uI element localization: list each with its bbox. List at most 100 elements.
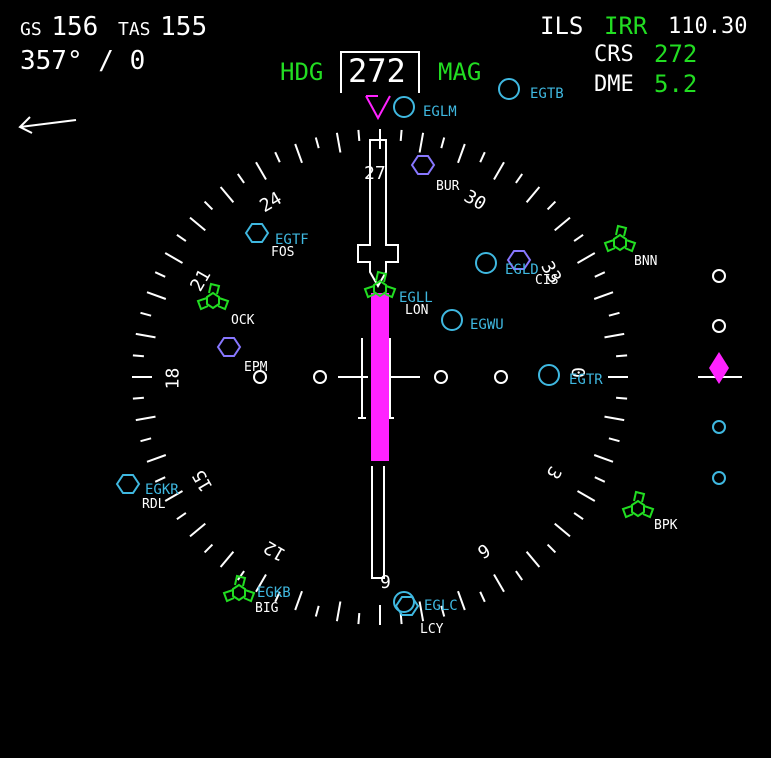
compass-tick	[189, 522, 206, 538]
vor-icon	[115, 474, 141, 494]
compass-tick	[294, 143, 303, 164]
compass-tick	[604, 415, 625, 422]
navaid-label-lon: LON	[405, 303, 429, 318]
crs-label: CRS	[594, 42, 634, 67]
compass-tick	[236, 570, 245, 581]
heading-value: 272	[348, 52, 406, 90]
compass-tick	[203, 200, 214, 211]
compass-tick	[176, 512, 187, 521]
compass-tick	[294, 590, 303, 611]
compass-tick	[515, 570, 524, 581]
compass-tick	[594, 271, 606, 278]
airport-icon	[538, 364, 560, 386]
vortac-icon	[603, 224, 637, 253]
compass-tick	[525, 551, 541, 568]
compass-tick	[546, 200, 557, 211]
navaid-label-cis: CIS	[535, 273, 559, 288]
vortac-symbols	[196, 224, 655, 603]
vor-icon	[394, 596, 420, 616]
compass-tick	[314, 605, 320, 617]
compass-tick	[146, 454, 167, 463]
navaid-label-big: BIG	[255, 601, 279, 616]
compass-tick	[399, 129, 403, 141]
wind-readout: 357° / 0	[20, 46, 146, 76]
airport-icon	[441, 309, 463, 331]
vortac-icon	[222, 574, 256, 603]
compass-tick	[546, 543, 557, 554]
compass-tick	[219, 186, 235, 203]
hdg-label: HDG	[280, 58, 324, 86]
dme-value: 5.2	[654, 70, 698, 98]
vor-icon	[244, 223, 270, 243]
true-airspeed-readout: TAS 155	[118, 12, 207, 42]
navaid-label-bpk: BPK	[654, 518, 678, 533]
airport-label-egkb: EGKB	[257, 585, 291, 601]
compass-tick	[335, 601, 342, 622]
compass-tick	[554, 216, 571, 232]
airport-label-egkr: EGKR	[145, 482, 179, 498]
ils-frequency: 110.30	[668, 14, 748, 39]
airport-label-egtf: EGTF	[275, 232, 309, 248]
airport-label-eglm: EGLM	[423, 104, 457, 120]
compass-tick	[457, 590, 466, 611]
ground-speed-readout: GS 156	[20, 12, 98, 42]
vor-icon	[506, 250, 532, 270]
compass-tick	[576, 252, 596, 264]
ils-ident: IRR	[604, 12, 648, 40]
compass-tick	[274, 591, 281, 603]
course-pointer-icon	[357, 139, 399, 579]
heading-bug-icon	[365, 95, 391, 121]
navaid-label-lcy: LCY	[420, 622, 444, 637]
airport-symbols	[393, 78, 560, 613]
navaid-label-rdl: RDL	[142, 497, 166, 512]
compass-tick	[164, 490, 184, 502]
compass-tick	[154, 271, 166, 278]
tas-label: TAS	[118, 19, 151, 40]
navaid-label-ock: OCK	[231, 313, 255, 328]
compass-tick	[479, 151, 486, 163]
vor-symbols	[115, 155, 532, 616]
airport-label-egld: EGLD	[505, 262, 539, 278]
aircraft-symbol-icon	[338, 338, 420, 419]
compass-tick	[154, 476, 166, 483]
navaid-label-epm: EPM	[244, 360, 268, 375]
airport-icon	[393, 96, 415, 118]
compass-tick	[203, 543, 214, 554]
compass-label-18: 18	[162, 367, 184, 390]
navaid-label-bnn: BNN	[634, 254, 658, 269]
airport-label-eglc: EGLC	[424, 598, 458, 614]
compass-tick	[164, 252, 184, 264]
compass-tick	[616, 396, 628, 400]
compass-tick	[189, 216, 206, 232]
airport-label-egwu: EGWU	[470, 317, 504, 333]
vor-icon	[216, 337, 242, 357]
compass-tick	[135, 415, 156, 422]
compass-tick	[493, 161, 505, 181]
airport-label-egtb: EGTB	[530, 86, 564, 102]
compass-tick	[554, 522, 571, 538]
vortac-icon	[363, 270, 397, 299]
compass-tick	[593, 291, 614, 300]
airport-label-egtr: EGTR	[569, 372, 603, 388]
compass-tick	[140, 437, 152, 443]
compass-tick	[132, 354, 144, 358]
compass-tick	[418, 601, 425, 622]
compass-tick	[176, 233, 187, 242]
compass-tick	[146, 291, 167, 300]
gs-value: 156	[51, 12, 99, 42]
compass-tick	[608, 311, 620, 317]
vor-icon	[410, 155, 436, 175]
heading-box	[340, 51, 420, 93]
compass-tick	[135, 332, 156, 339]
compass-label-9: 9	[380, 572, 391, 593]
dme-label: DME	[594, 72, 634, 97]
compass-tick	[493, 573, 505, 593]
vortac-icon	[621, 490, 655, 519]
gs-label: GS	[20, 19, 42, 40]
compass-tick	[604, 332, 625, 339]
compass-tick	[479, 591, 486, 603]
compass-tick	[440, 137, 446, 149]
compass-tick	[140, 311, 152, 317]
compass-tick	[576, 490, 596, 502]
